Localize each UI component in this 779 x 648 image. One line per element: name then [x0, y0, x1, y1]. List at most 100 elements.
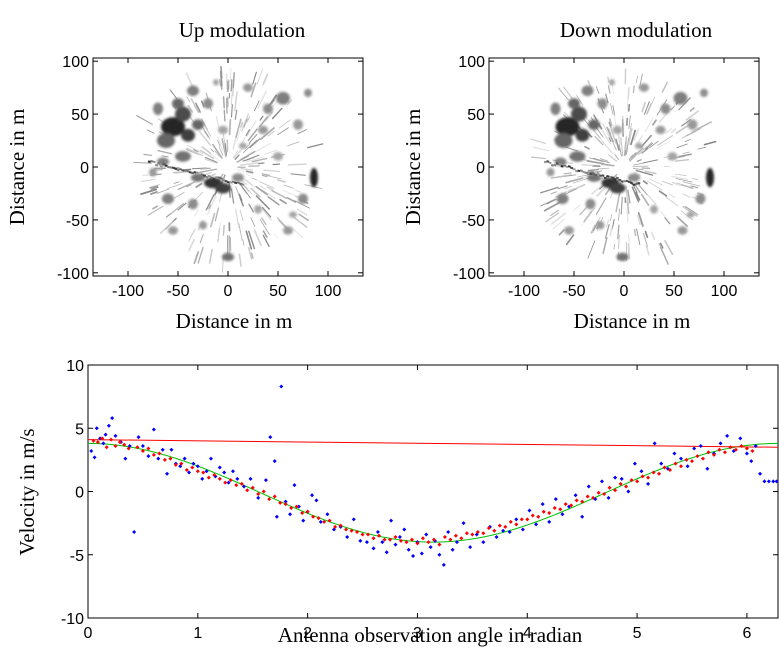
red-point — [717, 447, 722, 452]
down-reflector — [609, 182, 626, 194]
up-speckle — [234, 208, 240, 228]
blue-point — [288, 512, 293, 517]
down-streak-segment — [577, 169, 581, 173]
up-speckle — [263, 169, 281, 173]
velocity-ytick-label-1: -5 — [70, 548, 84, 565]
red-point — [508, 519, 513, 524]
up-speckle — [274, 233, 278, 239]
up-speckle — [195, 182, 203, 188]
down-speckle — [671, 175, 688, 181]
up-speckle — [186, 96, 191, 103]
down-speckle — [633, 128, 640, 141]
down-speckle — [692, 178, 699, 180]
up-speckle — [230, 188, 235, 204]
up-speckle — [222, 224, 225, 236]
down-streak-segment — [620, 180, 624, 183]
red-point — [744, 446, 749, 451]
up-speckle — [277, 127, 289, 136]
up-speckle — [291, 226, 303, 239]
down-reflector — [585, 198, 596, 210]
blue-point — [659, 461, 664, 466]
velocity-xtick-label-5: 5 — [633, 625, 642, 642]
down-streak-segment — [610, 176, 615, 179]
down-ytick-label-4: 100 — [458, 54, 485, 71]
blue-point — [580, 514, 585, 519]
up-streak-segment — [234, 181, 238, 185]
blue-point — [613, 475, 618, 480]
down-speckle — [665, 128, 672, 134]
red-point — [327, 518, 332, 523]
up-speckle — [209, 173, 216, 178]
blue-point — [375, 529, 380, 534]
red-point — [662, 465, 667, 470]
up-streak-segment — [241, 183, 245, 186]
up-speckle — [172, 171, 181, 174]
down-reflector — [706, 168, 714, 188]
up-streak-segment — [212, 177, 216, 181]
up-reflector — [203, 98, 213, 109]
velocity-xlabel: Antenna observation angle in radian — [278, 623, 583, 647]
down-speckle — [647, 194, 657, 205]
down-speckle — [599, 158, 609, 162]
blue-point — [758, 471, 763, 476]
up-streak-segment — [229, 181, 233, 184]
down-speckle — [575, 94, 584, 106]
up-reflector — [222, 252, 234, 262]
down-speckle — [664, 240, 674, 255]
red-point — [437, 542, 442, 547]
down-speckle — [632, 184, 638, 193]
blue-point — [450, 547, 455, 552]
down-speckle — [670, 128, 677, 134]
red-point — [135, 445, 140, 450]
blue-point — [679, 456, 684, 461]
down-speckle — [656, 135, 674, 146]
down-reflector — [667, 152, 678, 161]
red-point — [157, 451, 162, 456]
blue-point — [771, 479, 776, 484]
red-point — [300, 511, 305, 516]
blue-point — [325, 512, 330, 517]
up-speckle — [232, 143, 236, 151]
up-speckle — [250, 252, 254, 259]
down-center-streak — [543, 160, 641, 187]
blue-point — [599, 479, 604, 484]
up-speckle — [161, 155, 169, 158]
red-point — [711, 452, 716, 457]
down-speckle — [681, 118, 692, 127]
up-ytick-label-0: -100 — [57, 266, 89, 283]
down-speckle — [530, 156, 546, 160]
up-speckle — [297, 129, 308, 135]
velocity-xtick-label-2: 2 — [303, 625, 312, 642]
down-speckle — [643, 232, 649, 248]
red-point — [503, 524, 508, 529]
up-speckle — [243, 118, 248, 128]
blue-point — [208, 456, 213, 461]
down-streak-segment — [618, 178, 622, 182]
blue-point — [283, 499, 288, 504]
blue-point — [235, 476, 240, 481]
blue-point — [292, 483, 297, 488]
up-speckle — [250, 217, 256, 227]
down-reflector — [597, 98, 608, 109]
up-speckle — [245, 230, 253, 250]
up-speckle — [152, 205, 159, 210]
up-speckle — [264, 149, 277, 155]
down-speckle — [608, 154, 618, 162]
down-title: Down modulation — [560, 18, 713, 42]
blue-point — [698, 443, 703, 448]
blue-point — [441, 562, 446, 567]
down-xlabel: Distance in m — [574, 309, 691, 333]
red-point — [519, 517, 524, 522]
down-speckle — [608, 137, 612, 143]
red-point — [212, 473, 217, 478]
down-tick-labels: -100 -50 0 50 100 -100 -50 0 50 100 — [453, 54, 737, 300]
down-streak-segment — [637, 181, 641, 185]
down-speckle — [608, 121, 612, 129]
up-speckle — [212, 143, 223, 159]
up-speckle — [245, 173, 252, 177]
down-speckle — [670, 105, 675, 111]
blue-point — [318, 519, 323, 524]
down-speckle — [684, 138, 691, 143]
down-speckle — [618, 208, 621, 221]
down-streak-segment — [594, 173, 598, 177]
